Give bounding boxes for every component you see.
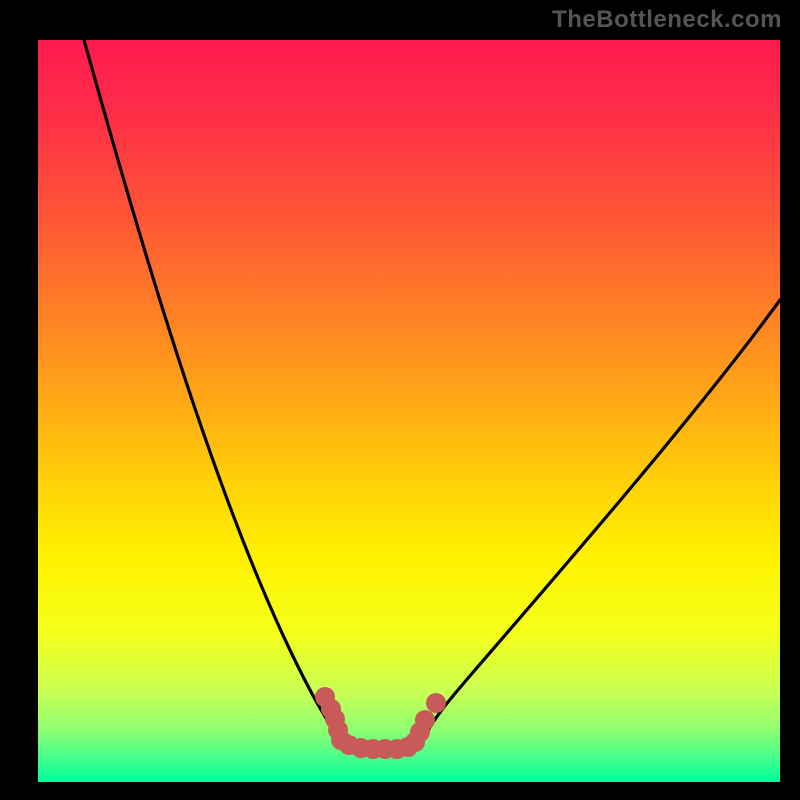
bottleneck-chart <box>0 0 800 800</box>
worm-segment <box>415 710 435 730</box>
chart-container: { "chart": { "type": "line", "width": 80… <box>0 0 800 800</box>
watermark-text: TheBottleneck.com <box>552 6 782 34</box>
worm-segment <box>426 693 446 713</box>
gradient-background <box>38 40 780 782</box>
